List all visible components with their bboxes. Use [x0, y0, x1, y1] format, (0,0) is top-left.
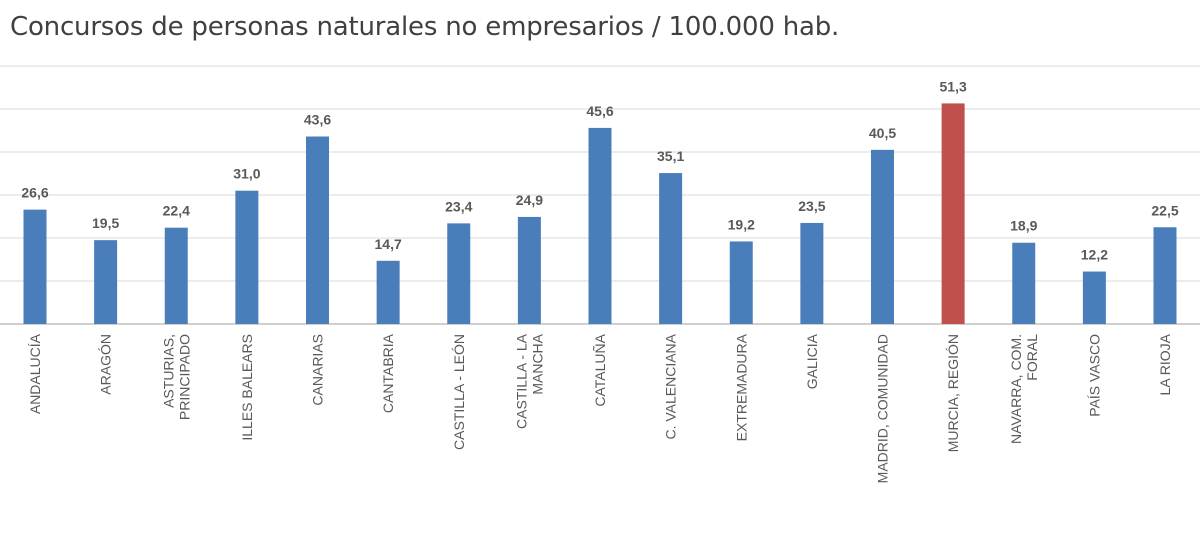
category-label-line: CANARIAS [310, 334, 326, 406]
data-label: 19,5 [92, 215, 119, 231]
data-label: 43,6 [304, 112, 331, 128]
category-label: EXTREMADURA [733, 333, 749, 441]
bar [94, 240, 118, 324]
category-label: CANTABRIA [380, 333, 396, 413]
data-label: 22,4 [163, 203, 190, 219]
bar [659, 173, 683, 324]
bar [1082, 271, 1106, 324]
data-label: 14,7 [375, 236, 402, 252]
category-label: CASTILLA - LA MANCHA [513, 333, 545, 429]
category-label-line: GALICIA [804, 333, 820, 389]
bar [376, 260, 400, 324]
category-label-line: MANCHA [529, 333, 545, 394]
bar [447, 223, 471, 324]
data-label: 24,9 [516, 192, 543, 208]
category-label: ANDALUCÍA [27, 333, 43, 414]
bar [800, 222, 824, 324]
data-label: 19,2 [728, 216, 755, 232]
bar [23, 209, 47, 324]
bar [517, 216, 541, 324]
bar [235, 190, 259, 324]
category-label-line: MURCIA, REGIÓN [945, 334, 961, 452]
data-label: 23,4 [445, 198, 472, 214]
category-label-line: ASTURIAS, [160, 334, 176, 408]
category-label: NAVARRA, COM. FORAL [1008, 334, 1040, 444]
data-label: 12,2 [1081, 247, 1108, 263]
category-label: GALICIA [804, 333, 820, 389]
category-label: MADRID, COMUNIDAD [875, 334, 891, 483]
category-label-line: CASTILLA - LEÓN [451, 334, 467, 450]
category-label-line: NAVARRA, COM. [1008, 334, 1024, 444]
category-label-line: EXTREMADURA [733, 333, 749, 441]
data-label: 40,5 [869, 125, 896, 141]
category-label-line: C. VALENCIANA [663, 333, 679, 439]
bar [588, 127, 612, 324]
data-label: 22,5 [1151, 202, 1178, 218]
data-label: 31,0 [233, 166, 260, 182]
data-label: 23,5 [798, 198, 825, 214]
category-label: ILLES BALEARS [239, 334, 255, 441]
bar [164, 227, 188, 324]
bar [941, 103, 965, 324]
category-label-line: MADRID, COMUNIDAD [875, 334, 891, 483]
bar [729, 241, 753, 324]
category-label: ASTURIAS, PRINCIPADO [160, 334, 192, 420]
data-label: 18,9 [1010, 218, 1037, 234]
category-label: PAÍS VASCO [1086, 334, 1102, 417]
data-label: 35,1 [657, 148, 684, 164]
data-label: 26,6 [21, 185, 48, 201]
category-label: CASTILLA - LEÓN [451, 334, 467, 450]
category-label-line: ILLES BALEARS [239, 334, 255, 441]
category-label: CATALUÑA [592, 333, 608, 406]
bar [1012, 242, 1036, 324]
category-label-line: ARAGÓN [98, 334, 114, 395]
bar [306, 136, 329, 324]
category-label: MURCIA, REGIÓN [945, 334, 961, 452]
category-label-line: PAÍS VASCO [1086, 334, 1102, 417]
bar [871, 149, 894, 324]
category-label: ARAGÓN [98, 334, 114, 395]
category-label-line: ANDALUCÍA [27, 333, 43, 414]
category-label-line: PRINCIPADO [176, 334, 192, 420]
category-label-line: LA RIOJA [1157, 333, 1173, 395]
category-label: CANARIAS [310, 334, 326, 406]
bar [1153, 227, 1177, 324]
data-label: 51,3 [940, 78, 967, 94]
chart-title: Concursos de personas naturales no empre… [10, 12, 840, 42]
category-label: C. VALENCIANA [663, 333, 679, 439]
data-label: 45,6 [586, 103, 613, 119]
category-label-line: CANTABRIA [380, 333, 396, 413]
category-label: LA RIOJA [1157, 333, 1173, 395]
category-label-line: FORAL [1024, 334, 1040, 381]
category-label-line: CASTILLA - LA [513, 333, 529, 429]
category-label-line: CATALUÑA [592, 333, 608, 406]
